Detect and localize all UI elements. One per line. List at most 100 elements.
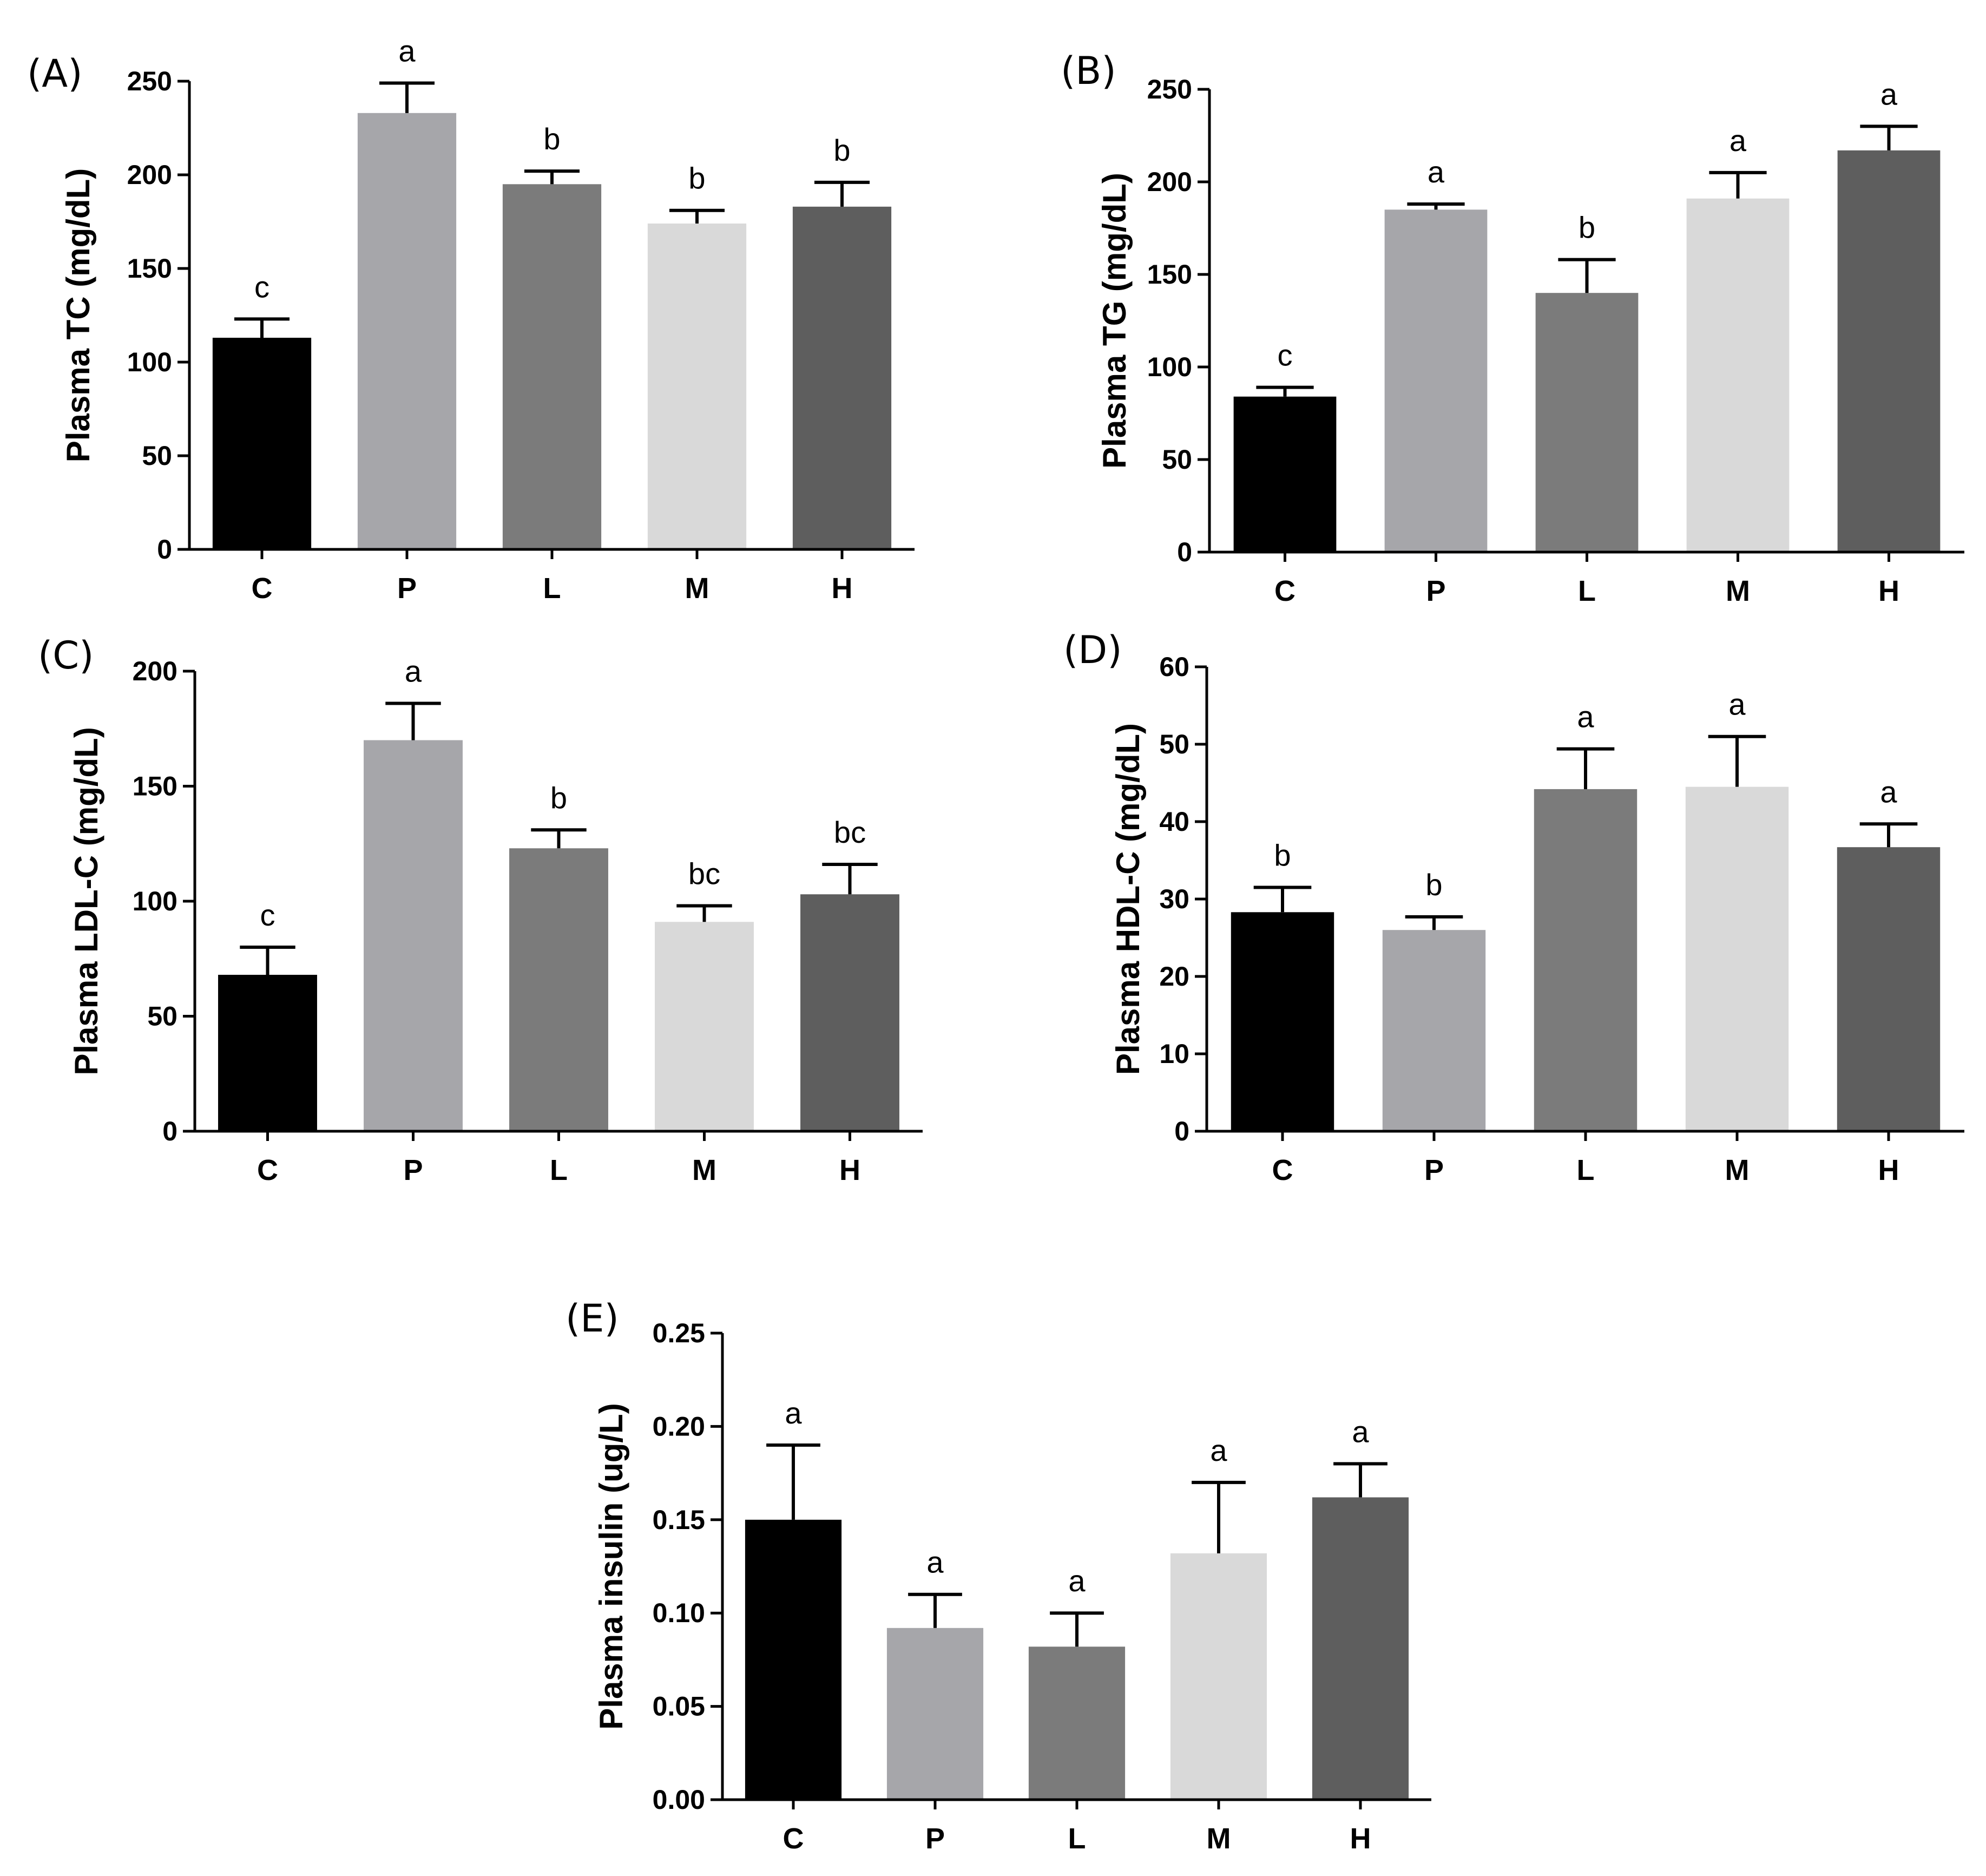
panel-e-chart: (E) Plasma insulin (ug/L) 0.00 0.05 0.10 0.15… bbox=[565, 1296, 1431, 1855]
panel-a-sig-letter-l: b bbox=[543, 122, 560, 156]
panel-c-y-axis-label: Plasma LDL-C (mg/dL) bbox=[68, 727, 104, 1075]
panel-d-y-tick-label: 40 bbox=[1159, 806, 1189, 837]
panel-e-y-tick-label: 0.10 bbox=[653, 1598, 705, 1628]
panel-b-label: (B) bbox=[1061, 49, 1116, 93]
panel-d-sig-letter-p: b bbox=[1425, 868, 1442, 902]
panel-c-sig-letter-c: c bbox=[260, 898, 275, 932]
panel-a-category-label-l: L bbox=[543, 572, 561, 605]
panel-d-bar-c bbox=[1231, 912, 1334, 1131]
panel-c-sig-letter-m: bc bbox=[688, 857, 720, 891]
panel-a-bar-l bbox=[502, 184, 602, 549]
panel-e-sig-letter-m: a bbox=[1210, 1433, 1227, 1467]
panel-e-category-label-h: H bbox=[1350, 1822, 1371, 1855]
panel-a-y-tick-label: 150 bbox=[127, 253, 172, 284]
panel-c-category-label-m: M bbox=[692, 1154, 716, 1186]
panel-d-sig-letter-l: a bbox=[1577, 700, 1594, 734]
panel-b-bar-h bbox=[1837, 150, 1941, 552]
panel-b-chart: (B) Plasma TG (mg/dL) 0 50 100 150 200 250 c Ca Pb… bbox=[1061, 49, 1964, 607]
panel-e-bar-m bbox=[1170, 1553, 1267, 1800]
panel-e-bar-l bbox=[1028, 1647, 1126, 1800]
panel-e-category-label-p: P bbox=[925, 1822, 945, 1855]
panel-c-category-label-c: C bbox=[257, 1154, 278, 1186]
panel-b-y-axis-label: Plasma TG (mg/dL) bbox=[1096, 173, 1133, 469]
panel-c-category-label-h: H bbox=[839, 1154, 860, 1186]
panel-b-bar-m bbox=[1686, 198, 1790, 552]
panel-d-bar-l bbox=[1534, 789, 1638, 1131]
panel-b-y-tick-label: 100 bbox=[1147, 352, 1192, 382]
panel-c-y-tick-label: 200 bbox=[133, 656, 177, 686]
panel-e-bar-p bbox=[886, 1628, 984, 1800]
panel-a-y-tick-label: 250 bbox=[127, 66, 172, 96]
panel-c-category-label-p: P bbox=[403, 1154, 423, 1186]
panel-e-y-tick-label: 0.20 bbox=[653, 1411, 705, 1441]
panel-d-chart: (D) Plasma HDL-C (mg/dL) 0 10 20 30 40 50 60 b Cb P… bbox=[1063, 628, 1964, 1186]
panel-b-sig-letter-p: a bbox=[1428, 155, 1445, 189]
panel-e-label: (E) bbox=[565, 1296, 619, 1341]
panel-c-y-tick-label: 0 bbox=[162, 1116, 177, 1146]
panel-d-sig-letter-m: a bbox=[1728, 687, 1746, 721]
panel-e-y-tick-label: 0.15 bbox=[653, 1505, 705, 1535]
panel-c-bar-m bbox=[655, 922, 754, 1131]
panel-e-sig-letter-c: a bbox=[785, 1396, 802, 1430]
panel-b-category-label-c: C bbox=[1274, 575, 1295, 607]
panel-a-y-tick-label: 200 bbox=[127, 160, 172, 190]
panel-d-y-tick-label: 20 bbox=[1159, 961, 1189, 992]
panel-b-y-tick-label: 0 bbox=[1177, 537, 1192, 567]
panel-c-bar-c bbox=[218, 975, 317, 1131]
panel-b-category-label-h: H bbox=[1878, 575, 1899, 607]
panel-d-bar-h bbox=[1837, 847, 1941, 1131]
panel-d-y-tick-label: 0 bbox=[1174, 1116, 1189, 1146]
panel-b-sig-letter-l: b bbox=[1579, 211, 1595, 245]
panel-e-sig-letter-p: a bbox=[926, 1545, 944, 1579]
panel-a-y-axis-label: Plasma TC (mg/dL) bbox=[60, 168, 96, 462]
panel-a-bar-m bbox=[647, 223, 747, 550]
panel-a-category-label-m: M bbox=[685, 572, 709, 605]
panel-a-bar-h bbox=[792, 206, 892, 549]
panel-a-bar-c bbox=[212, 338, 312, 549]
panel-d-category-label-m: M bbox=[1725, 1154, 1750, 1186]
panel-d-y-tick-label: 30 bbox=[1159, 884, 1189, 914]
panel-c-sig-letter-p: a bbox=[405, 654, 422, 688]
panel-c-sig-letter-h: bc bbox=[834, 815, 866, 849]
panel-b-category-label-l: L bbox=[1578, 575, 1596, 607]
panel-a-category-label-p: P bbox=[397, 572, 417, 605]
panel-a-category-label-h: H bbox=[832, 572, 853, 605]
panel-c-label: (C) bbox=[38, 633, 94, 678]
panel-e-category-label-m: M bbox=[1207, 1822, 1231, 1855]
panel-a-sig-letter-c: c bbox=[254, 270, 269, 304]
panel-b-sig-letter-c: c bbox=[1278, 338, 1293, 372]
panel-e-sig-letter-h: a bbox=[1352, 1414, 1369, 1448]
panel-d-y-tick-label: 10 bbox=[1159, 1039, 1189, 1069]
panel-e-y-tick-label: 0.00 bbox=[653, 1785, 705, 1815]
panel-c-bar-p bbox=[364, 740, 463, 1131]
panel-a-label: (A) bbox=[27, 51, 83, 96]
panel-d-y-axis-label: Plasma HDL-C (mg/dL) bbox=[1110, 723, 1146, 1075]
panel-c-category-label-l: L bbox=[550, 1154, 568, 1186]
panel-a-bar-p bbox=[357, 113, 457, 549]
panel-d-bar-p bbox=[1382, 930, 1486, 1131]
panel-b-y-tick-label: 200 bbox=[1147, 167, 1192, 197]
panel-b-sig-letter-h: a bbox=[1880, 77, 1898, 111]
panel-a-sig-letter-h: b bbox=[833, 133, 850, 167]
panel-d-category-label-c: C bbox=[1272, 1154, 1293, 1186]
panel-b-bar-c bbox=[1233, 396, 1337, 552]
panel-b-y-tick-label: 150 bbox=[1147, 259, 1192, 290]
panel-b-category-label-p: P bbox=[1426, 575, 1445, 607]
panel-d-sig-letter-c: b bbox=[1274, 838, 1291, 873]
panel-e-bar-c bbox=[745, 1519, 842, 1800]
panel-b-sig-letter-m: a bbox=[1729, 123, 1747, 158]
panel-d-category-label-p: P bbox=[1424, 1154, 1444, 1186]
panel-e-bar-h bbox=[1312, 1497, 1409, 1800]
panel-a-chart: (A) Plasma TC (mg/dL) 0 50 100 150 200 250 c Ca Pb… bbox=[27, 34, 915, 605]
panel-d-y-tick-label: 60 bbox=[1159, 652, 1189, 682]
panel-d-y-tick-label: 50 bbox=[1159, 729, 1189, 759]
panel-b-bar-l bbox=[1535, 293, 1639, 552]
panel-c-y-tick-label: 50 bbox=[147, 1001, 177, 1032]
panel-e-sig-letter-l: a bbox=[1068, 1564, 1086, 1598]
panel-b-y-tick-label: 50 bbox=[1162, 444, 1192, 475]
panel-c-y-tick-label: 150 bbox=[133, 771, 177, 802]
panel-a-y-tick-label: 100 bbox=[127, 347, 172, 377]
panel-b-category-label-m: M bbox=[1726, 575, 1750, 607]
panel-e-y-axis-label: Plasma insulin (ug/L) bbox=[593, 1403, 629, 1729]
